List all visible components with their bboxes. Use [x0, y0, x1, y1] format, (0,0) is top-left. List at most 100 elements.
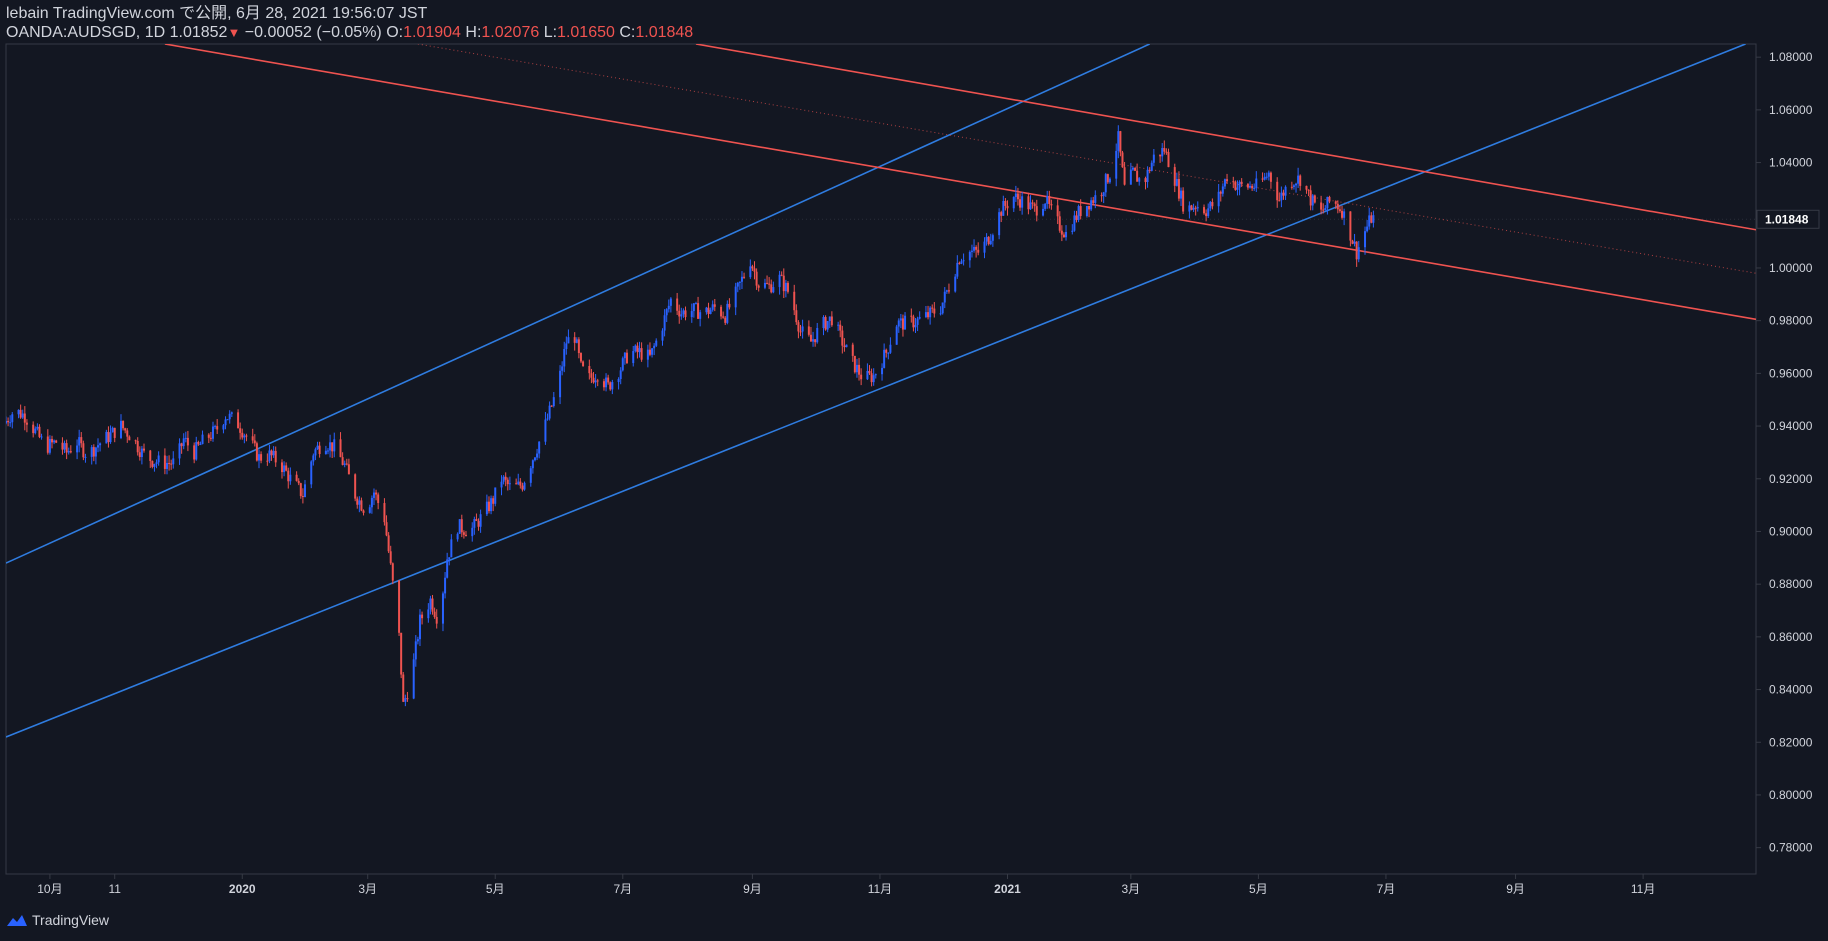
candle [713, 298, 716, 312]
candle [989, 233, 992, 246]
candle [354, 473, 357, 502]
candle [1165, 148, 1168, 155]
candle [418, 609, 421, 647]
candle [653, 343, 656, 356]
candle [521, 482, 524, 492]
candle [634, 344, 637, 353]
time-axis[interactable]: 10月 11 2020 3月 5月 7月 9月 11月 2021 3月 5月 7月 9月 11月 [37, 874, 1655, 896]
candle [128, 435, 131, 441]
candle [65, 439, 68, 460]
candle [412, 653, 415, 700]
candle [559, 365, 562, 405]
candle [224, 416, 227, 430]
candle [1311, 194, 1314, 211]
candle [63, 440, 66, 454]
candle [1119, 130, 1122, 157]
candle [318, 441, 321, 458]
candle [94, 446, 97, 465]
candle [881, 363, 884, 381]
candle [303, 480, 306, 498]
candle [111, 426, 114, 433]
candle [404, 694, 407, 707]
blue-channel-line-1[interactable] [6, 44, 1746, 738]
candle [720, 304, 723, 320]
candle [479, 509, 482, 533]
candle [901, 314, 904, 337]
candle [943, 287, 946, 309]
blue-channel-line-0[interactable] [6, 44, 1150, 564]
candle [222, 423, 225, 434]
candle [180, 442, 183, 454]
candle [360, 497, 363, 512]
candle [977, 242, 980, 256]
candle [1027, 192, 1030, 215]
symbol-interval: OANDA:AUDSGD, 1D [6, 24, 166, 41]
candle [1088, 205, 1091, 218]
candle [508, 476, 511, 491]
candle [1253, 183, 1256, 191]
candle [312, 453, 315, 466]
footer-brand-text: TradingView [32, 912, 110, 928]
footer-brand[interactable]: TradingView [6, 912, 109, 928]
low-label: L: [543, 24, 558, 41]
candle [887, 352, 890, 360]
candle [1019, 193, 1022, 211]
candle [843, 338, 846, 352]
candle [841, 325, 844, 354]
candle [230, 411, 233, 418]
y-tick-label: 0.78000 [1769, 841, 1813, 855]
candle [99, 442, 102, 452]
candle [84, 453, 87, 463]
candle [126, 428, 129, 443]
candle [1211, 198, 1214, 210]
candle [709, 307, 712, 315]
candle [868, 365, 871, 375]
price-change: −0.00052 (−0.05%) [244, 24, 382, 41]
candle [1000, 210, 1003, 223]
candle [260, 451, 263, 464]
candle [1221, 183, 1224, 197]
candle [201, 430, 204, 445]
candle [617, 377, 620, 390]
candle [1188, 201, 1191, 219]
candle [533, 456, 536, 462]
candle [889, 337, 892, 354]
candle [987, 236, 990, 246]
candle [1255, 171, 1258, 193]
red-channel-line-3[interactable] [695, 44, 1756, 231]
candle [573, 332, 576, 351]
candle [1240, 178, 1243, 187]
price-axis[interactable]: 1.080001.060001.040001.020001.000000.980… [1756, 50, 1813, 855]
candle [193, 442, 196, 464]
candle [561, 361, 564, 376]
candle [755, 268, 758, 290]
candle [736, 281, 739, 293]
candle [1349, 211, 1352, 247]
candle [914, 317, 917, 333]
candle [924, 305, 927, 319]
candle [866, 363, 869, 380]
candle [538, 441, 541, 459]
candle [1364, 226, 1367, 255]
candle [153, 463, 156, 472]
candle [1035, 199, 1038, 222]
candle [874, 373, 877, 379]
candle [385, 515, 388, 537]
candle [416, 636, 419, 645]
red-midline-dotted-4[interactable] [417, 44, 1756, 274]
x-tick-label: 11月 [1631, 882, 1655, 896]
red-channel-line-2[interactable] [164, 44, 1756, 321]
candle [958, 261, 961, 265]
candle [402, 671, 405, 703]
candle [830, 311, 833, 327]
trend-drawings[interactable] [6, 44, 1756, 738]
candle [1062, 232, 1065, 238]
candle [168, 455, 171, 471]
candle [400, 632, 403, 679]
candle [178, 438, 181, 465]
candle [763, 278, 766, 290]
candle [289, 467, 292, 485]
candle [1046, 190, 1049, 209]
chart-header: lebain TradingView.com で公開, 6月 28, 2021 … [6, 4, 693, 42]
